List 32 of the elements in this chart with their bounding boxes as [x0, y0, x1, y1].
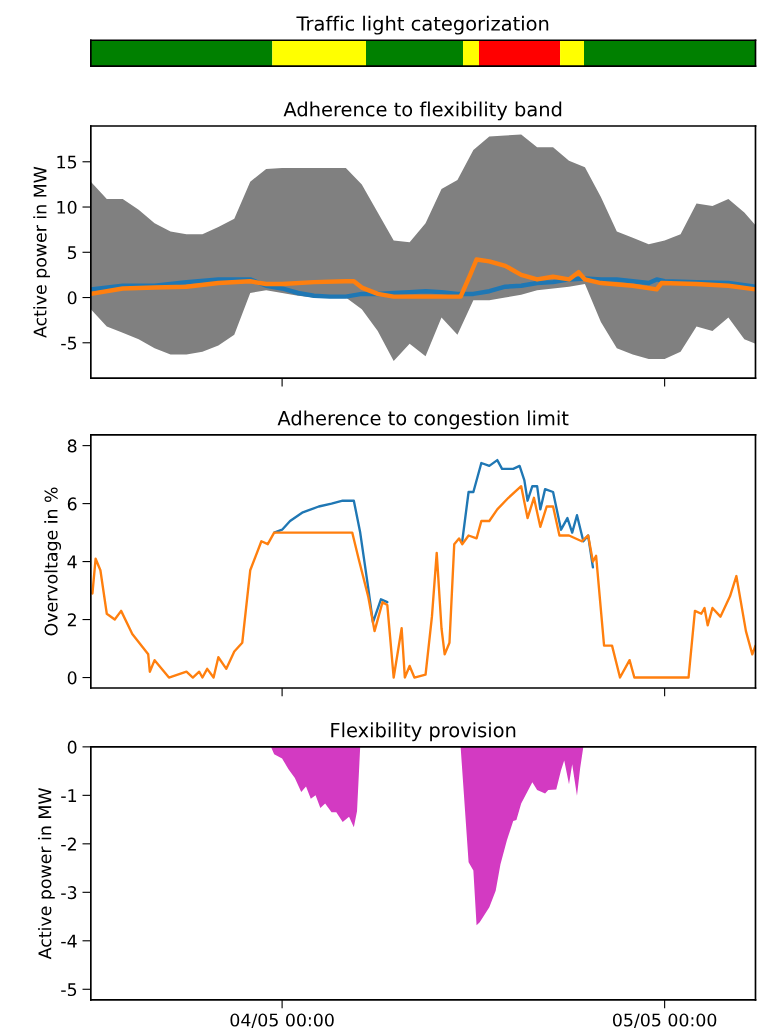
y-tick-label: 5	[67, 246, 77, 260]
y-tick-label: -5	[61, 336, 77, 350]
y-tick-label: 8	[67, 439, 77, 453]
y-tick-label: -1	[61, 789, 77, 802]
bar	[463, 40, 479, 67]
chart-title: Traffic light categorization	[296, 15, 549, 35]
y-tick-label: 10	[57, 200, 77, 214]
y-axis-title: Active power in MW	[37, 788, 55, 960]
y-tick-label: 0	[67, 291, 77, 305]
bar	[584, 40, 756, 67]
y-tick-label: 15	[57, 155, 77, 169]
y-tick-label: 4	[67, 555, 77, 569]
y-tick-label: 2	[67, 613, 76, 627]
chart-title: Adherence to flexibility band	[283, 101, 562, 121]
bar	[478, 40, 561, 67]
bar	[90, 40, 273, 67]
x-tick-label: 05/05 00:00	[612, 1013, 717, 1028]
chart-title: Flexibility provision	[331, 722, 516, 742]
bar	[560, 40, 585, 67]
y-tick-label: 6	[67, 497, 77, 511]
y-axis-title: Active power in MW	[33, 166, 50, 338]
y-tick-label: -2	[61, 837, 76, 851]
x-tick-label: 04/05 00:00	[230, 1013, 334, 1028]
chart-title: Adherence to congestion limit	[277, 410, 569, 430]
bar	[272, 40, 366, 67]
y-tick-label: -5	[61, 983, 77, 997]
y-tick-label: -3	[61, 886, 77, 900]
y-tick-label: -4	[61, 934, 77, 948]
y-tick-label: 0	[67, 671, 77, 685]
y-axis-title: Overvoltage in %	[44, 487, 62, 636]
bar	[366, 40, 464, 67]
y-tick-label: 0	[67, 740, 77, 754]
